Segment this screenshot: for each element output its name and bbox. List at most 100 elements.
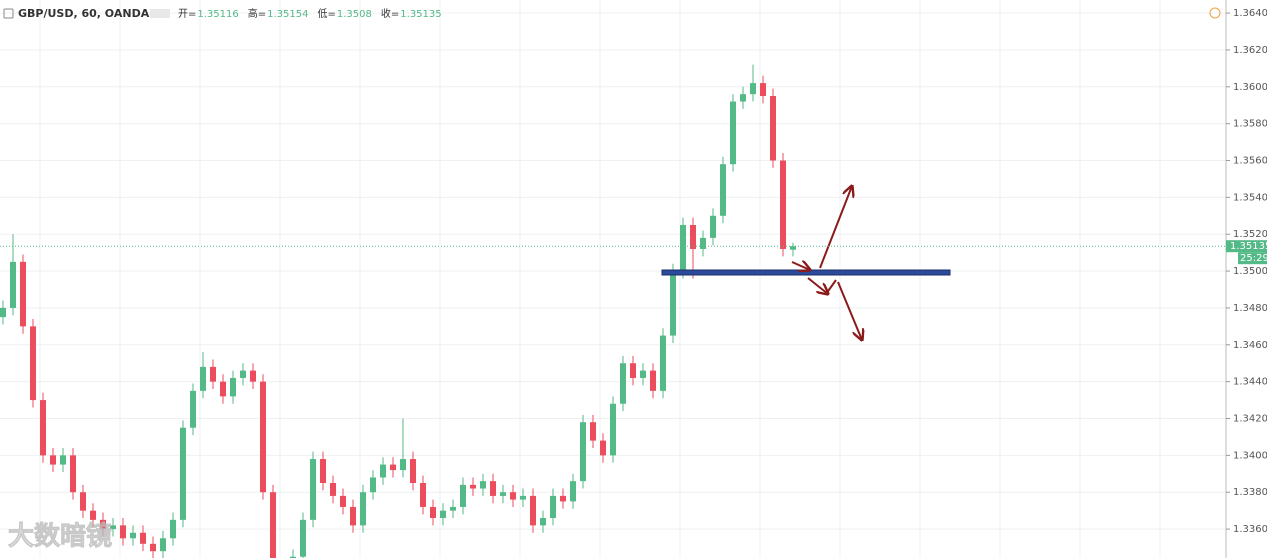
candle-body (210, 366, 216, 382)
candle-body (750, 83, 756, 95)
y-tick-label: 1.34000 (1233, 450, 1267, 461)
collapse-icon[interactable] (3, 8, 14, 19)
price-label: 1.35135 (1230, 241, 1267, 252)
candle-body (640, 370, 646, 378)
candle-body (170, 519, 176, 539)
y-tick-label: 1.36200 (1233, 45, 1267, 56)
toolbar-icon[interactable] (150, 9, 170, 18)
y-tick-label: 1.35000 (1233, 266, 1267, 277)
candle-body (450, 506, 456, 511)
candle-body (440, 510, 446, 519)
candle-body (410, 459, 416, 483)
candle-body (650, 370, 656, 391)
candle-body (100, 519, 106, 530)
candle-body (680, 225, 686, 272)
y-tick-label: 1.35800 (1233, 119, 1267, 130)
y-tick-label: 1.34400 (1233, 377, 1267, 388)
candle-body (200, 366, 206, 391)
candle-body (520, 495, 526, 500)
candle-body (300, 519, 306, 557)
candle-body (420, 482, 426, 507)
drawings (661, 186, 951, 340)
arrow (807, 277, 828, 294)
ohlc-label: 收= (381, 7, 399, 20)
candle-body (460, 484, 466, 507)
candle-body (620, 363, 626, 404)
candle-body (250, 370, 256, 382)
candle-body (360, 492, 366, 526)
candle-body (580, 422, 586, 482)
candle-body (310, 459, 316, 520)
candle-body (380, 464, 386, 478)
candle-body (740, 94, 746, 102)
candle-body (390, 464, 396, 471)
candle-body (290, 556, 296, 558)
candle-body (260, 381, 266, 493)
candle-body (760, 83, 766, 97)
y-tick-label: 1.34800 (1233, 303, 1267, 314)
candle-body (370, 477, 376, 493)
candle-body (10, 261, 16, 308)
candle-body (610, 403, 616, 456)
candle-body (130, 532, 136, 539)
candle-body (320, 459, 326, 483)
alert-icon[interactable] (1209, 7, 1221, 19)
candle-body (90, 510, 96, 520)
arrow (825, 279, 837, 295)
candle-body (40, 400, 46, 456)
ohlc-label: 开= (178, 9, 196, 20)
arrow (837, 281, 862, 340)
countdown-box (1238, 252, 1267, 265)
y-tick-label: 1.33600 (1233, 524, 1267, 535)
candle-body (80, 492, 86, 511)
candle-body (430, 506, 436, 519)
candle-body (690, 225, 696, 249)
candle-body (220, 381, 226, 397)
y-tick-label: 1.35600 (1233, 156, 1267, 167)
candle-body (710, 215, 716, 238)
candle-body (180, 427, 186, 520)
candle-body (700, 237, 706, 249)
candle-body (530, 495, 536, 526)
price-label-box (1226, 240, 1267, 253)
support-line (661, 269, 951, 276)
candle-body (480, 481, 486, 489)
candle-body (570, 481, 576, 502)
candle-body (60, 455, 66, 465)
candle-body (560, 495, 566, 502)
candle-body (540, 518, 546, 526)
candle-body (340, 495, 346, 507)
arrow (819, 186, 852, 269)
candle-body (20, 261, 26, 327)
ohlc-value: 1.35116 (197, 9, 238, 20)
ohlc-value: 1.3508 (337, 9, 372, 20)
y-tick-label: 1.35400 (1233, 192, 1267, 203)
candle-body (70, 455, 76, 493)
candle-body (730, 101, 736, 165)
candle-body (190, 390, 196, 428)
candle-body (150, 543, 156, 552)
ohlc: 开= 1.35116 高= 1.35154 低= 1.3508 收= 1.35135 (178, 7, 442, 20)
y-tick-label: 1.35200 (1233, 229, 1267, 240)
candle-body (270, 492, 276, 558)
candle-body (470, 484, 476, 489)
y-tick-label: 1.36000 (1233, 82, 1267, 93)
candle-body (630, 363, 636, 378)
candle-body (510, 492, 516, 500)
y-tick-label: 1.33800 (1233, 487, 1267, 498)
candle-body (110, 525, 116, 530)
candle-body (160, 538, 166, 552)
candle-body (140, 532, 146, 544)
candle-body (720, 164, 726, 216)
candle-body (770, 96, 776, 161)
candle-body (240, 370, 246, 378)
candle-body (790, 246, 796, 250)
candle-body (660, 335, 666, 391)
candle-body (330, 482, 336, 496)
candle-body (230, 377, 236, 397)
candle-body (550, 495, 556, 519)
candle-body (400, 459, 406, 471)
candle-body (590, 422, 596, 441)
candle-body (50, 455, 56, 465)
